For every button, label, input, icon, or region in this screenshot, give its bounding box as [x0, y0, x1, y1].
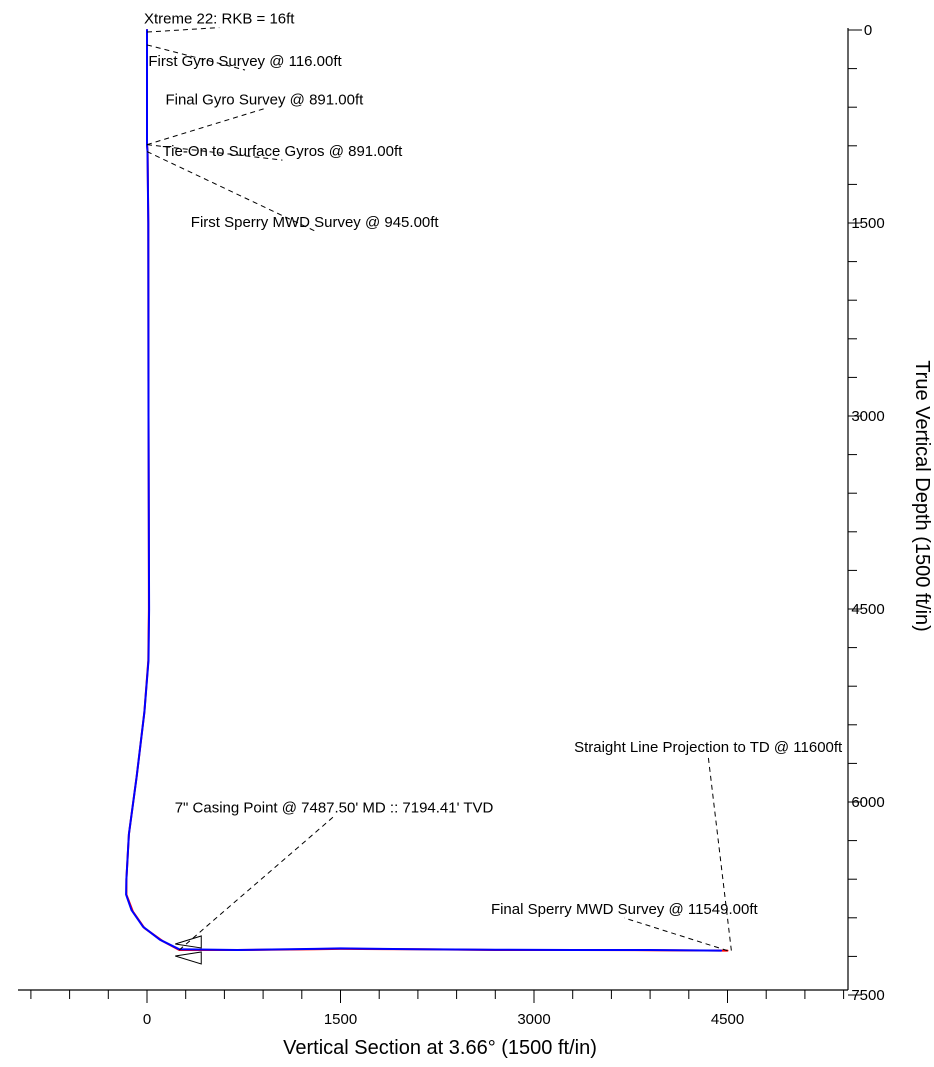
annotation-leader — [146, 108, 265, 146]
casing-shoe-marker — [175, 951, 202, 965]
annotation-label: Tie-On to Surface Gyros @ 891.00ft — [163, 143, 404, 160]
x-tick-label: 4500 — [711, 1011, 744, 1028]
y-tick-label: 1500 — [851, 215, 884, 232]
y-axis-title: True Vertical Depth (1500 ft/in) — [911, 360, 933, 632]
annotation-leader — [146, 151, 315, 232]
annotation-label: Final Gyro Survey @ 891.00ft — [165, 92, 364, 109]
annotation-label: First Gyro Survey @ 116.00ft — [148, 53, 342, 70]
y-tick-label: 3000 — [851, 408, 884, 425]
annotation-leader — [707, 755, 732, 951]
annotation-label: Final Sperry MWD Survey @ 11549.00ft — [491, 901, 759, 918]
well-path-series-2 — [125, 29, 723, 952]
annotation-label: 7" Casing Point @ 7487.50' MD :: 7194.41… — [175, 799, 494, 816]
axes: 0 1500 3000 4500 0 1500 3000 4500 6000 7500 — [18, 22, 885, 1028]
x-tick-label: 3000 — [517, 1011, 550, 1028]
series-layer — [125, 29, 729, 952]
x-axis-title: Vertical Section at 3.66° (1500 ft/in) — [283, 1037, 597, 1059]
annotation-leader — [146, 44, 246, 71]
y-tick-label: 6000 — [851, 794, 884, 811]
annotation-label: Straight Line Projection to TD @ 11600ft — [574, 739, 843, 756]
annotation-leader — [178, 815, 335, 951]
annotation-leader — [624, 917, 728, 952]
annotation-label: First Sperry MWD Survey @ 945.00ft — [191, 214, 440, 231]
y-tick-label: 7500 — [851, 987, 884, 1004]
annotation-leader — [146, 27, 220, 33]
y-tick-label: 4500 — [851, 601, 884, 618]
annotation-label: Xtreme 22: RKB = 16ft — [144, 11, 295, 28]
annotation-leader — [146, 144, 283, 161]
annotation-layer: Xtreme 22: RKB = 16ft First Gyro Survey @… — [144, 11, 843, 965]
casing-shoe-marker — [175, 935, 202, 949]
x-tick-label: 1500 — [324, 1011, 357, 1028]
x-tick-label: 0 — [143, 1011, 151, 1028]
y-tick-label: 0 — [864, 22, 872, 39]
